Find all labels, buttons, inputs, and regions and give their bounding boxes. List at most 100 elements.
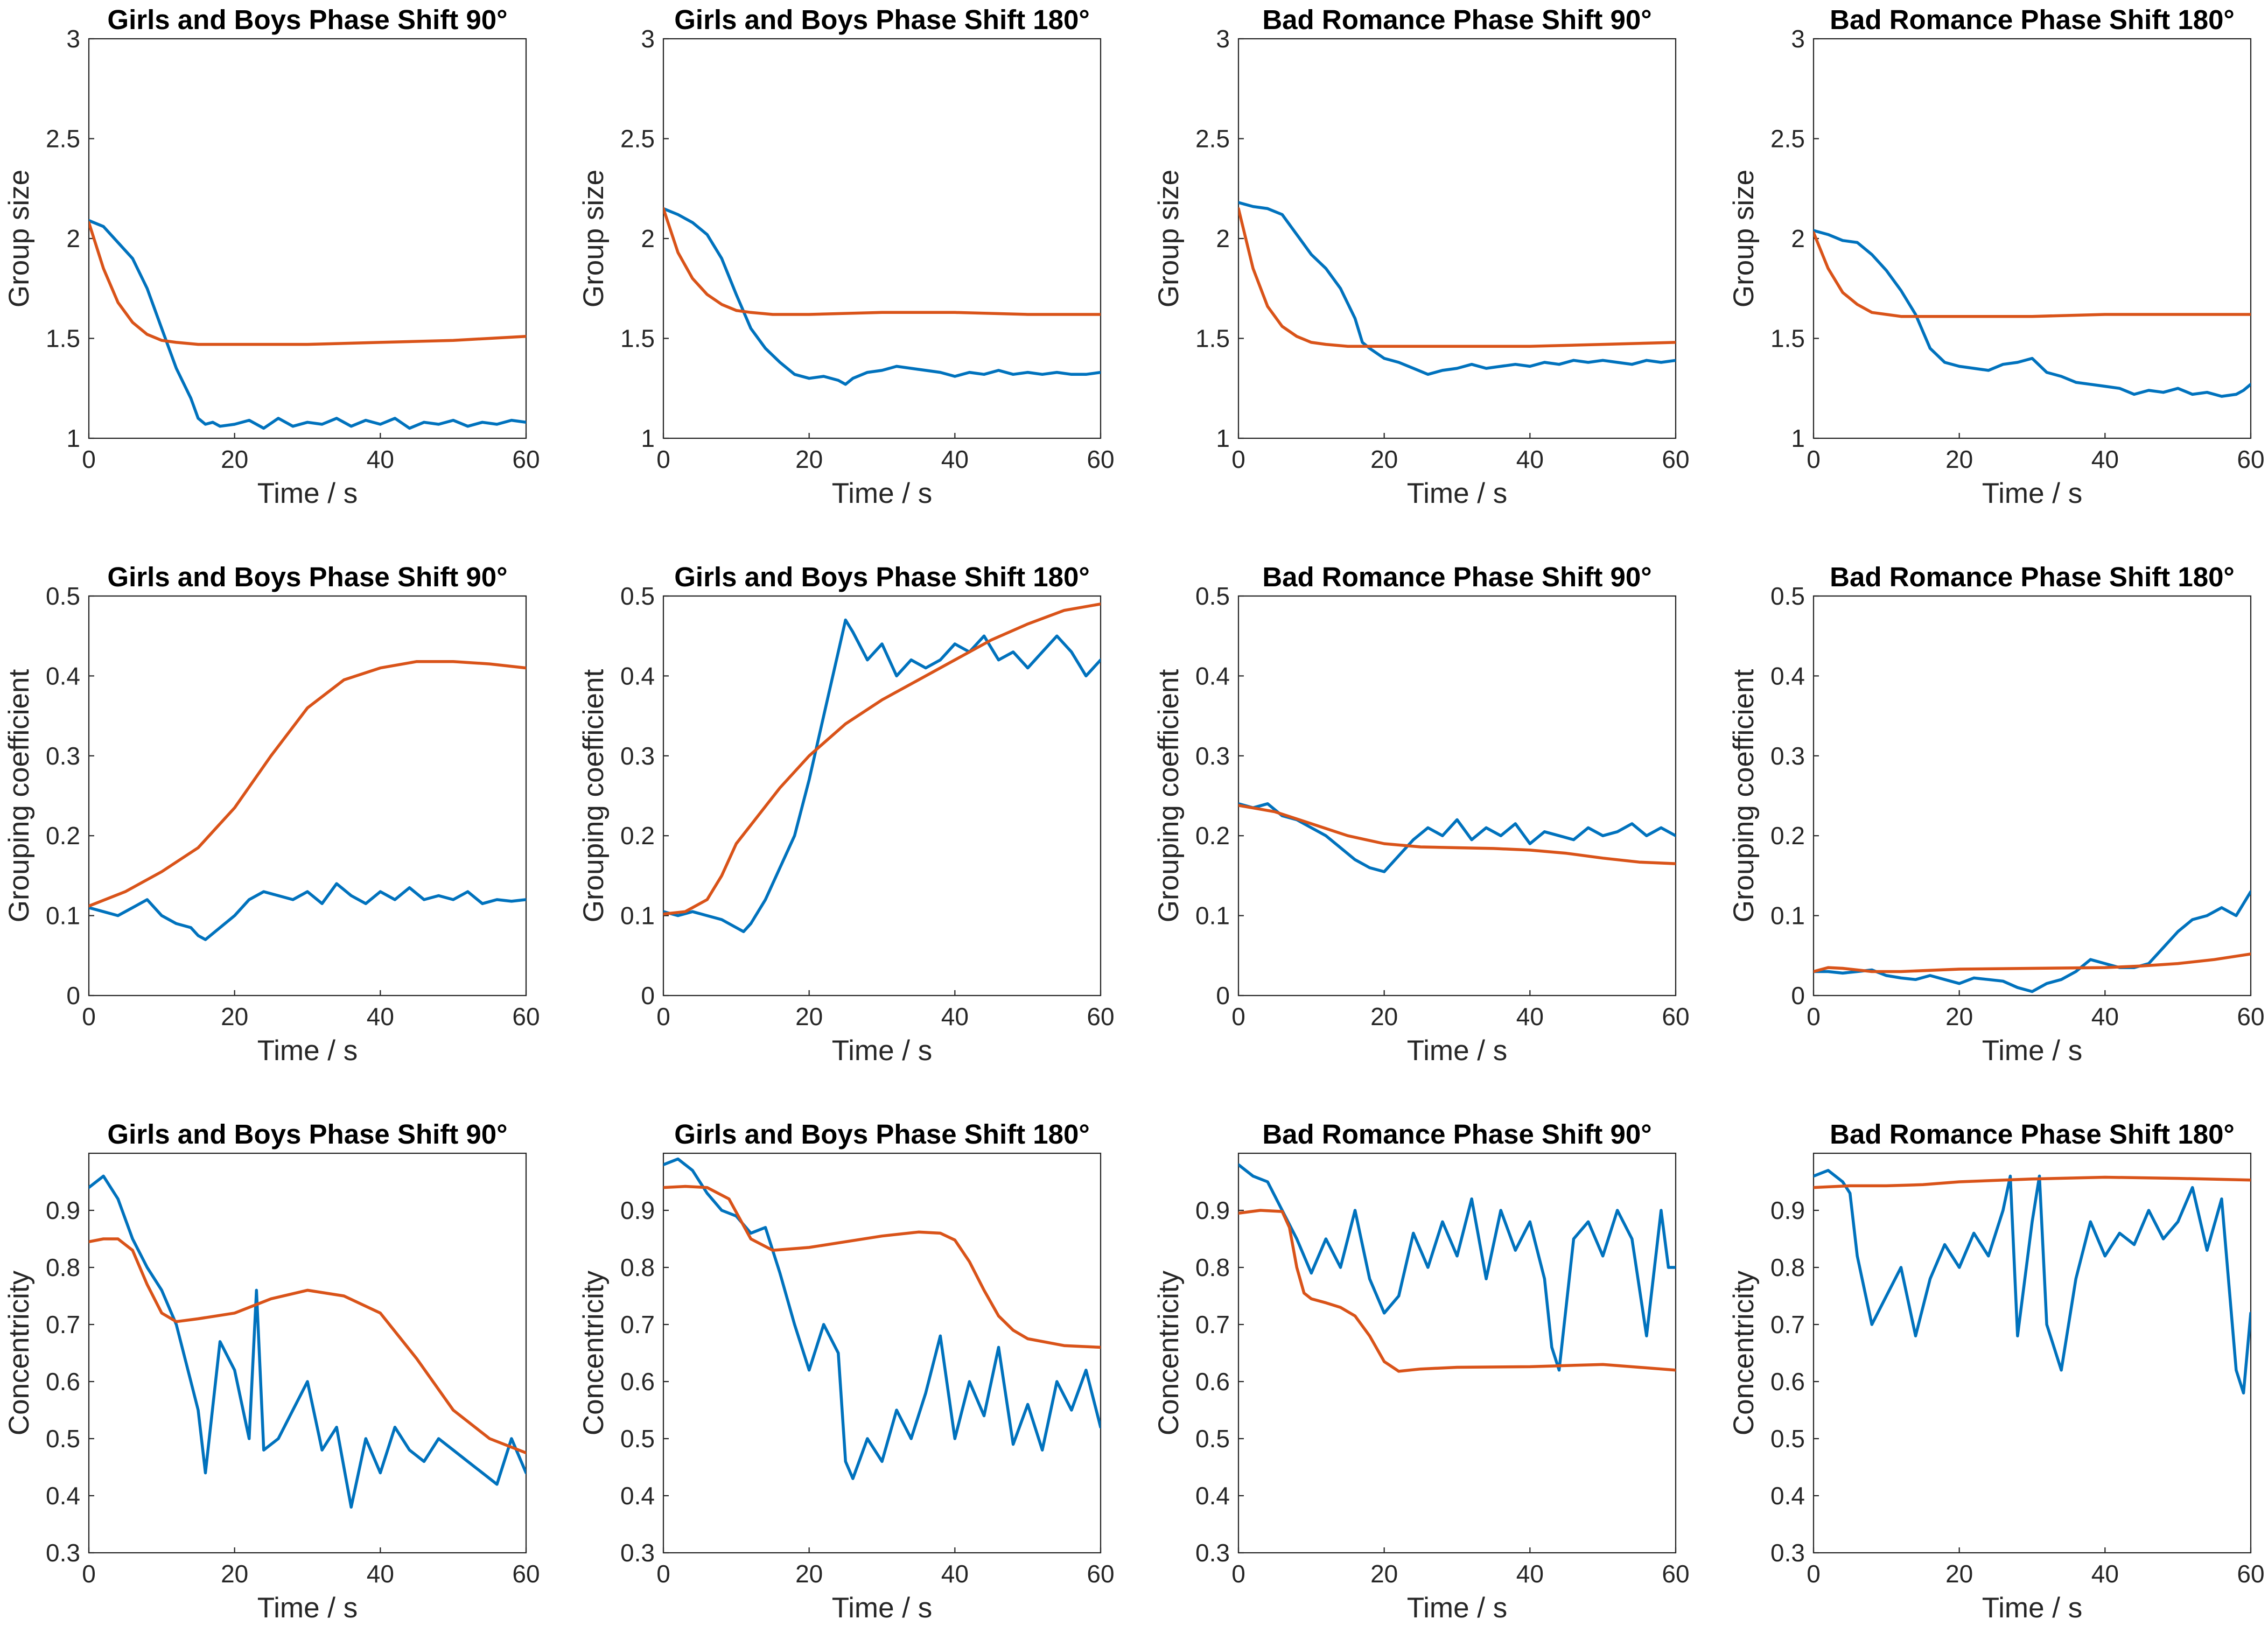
observed-series-line [1814, 890, 2251, 993]
chart-title: Girls and Boys Phase Shift 180° [674, 4, 1090, 35]
y-tick-label: 2 [1216, 225, 1230, 253]
y-tick-label: 1 [66, 424, 80, 452]
y-tick-label: 0.5 [620, 582, 655, 610]
y-tick-label: 1.5 [1195, 325, 1230, 353]
x-tick-label: 60 [512, 1003, 540, 1031]
y-tick-label: 0 [1216, 982, 1230, 1010]
chart-title: Bad Romance Phase Shift 180° [1830, 562, 2235, 592]
chart-title: Bad Romance Phase Shift 180° [1830, 1119, 2235, 1150]
x-tick-label: 40 [1516, 445, 1544, 473]
x-axis-label: Time / s [1407, 1592, 1507, 1624]
x-tick-label: 40 [941, 445, 969, 473]
y-tick-label: 0.4 [620, 1482, 655, 1510]
y-tick-label: 1.5 [620, 325, 655, 353]
x-tick-label: 20 [795, 1560, 823, 1588]
y-tick-label: 0 [66, 982, 80, 1010]
observed-series-line [1814, 229, 2251, 398]
x-tick-label: 20 [795, 1003, 823, 1031]
y-tick-label: 3 [1791, 25, 1805, 53]
y-tick-label: 0.7 [1770, 1310, 1805, 1338]
x-tick-label: 0 [82, 445, 96, 473]
plot-area [662, 38, 1102, 439]
y-tick-label: 0.2 [46, 822, 80, 850]
plot-area [88, 595, 527, 997]
x-tick-label: 40 [1516, 1003, 1544, 1031]
y-tick-label: 0.4 [620, 662, 655, 690]
y-axis-label: Concentricity [1153, 1270, 1185, 1435]
x-tick-label: 20 [1370, 1003, 1398, 1031]
x-tick-label: 40 [367, 445, 394, 473]
x-tick-label: 60 [1662, 1003, 1689, 1031]
observed-series-line [1238, 201, 1676, 376]
y-tick-label: 0.5 [1770, 1425, 1805, 1453]
y-tick-label: 2 [641, 225, 655, 253]
x-axis-label: Time / s [1982, 1035, 2082, 1067]
y-tick-label: 0.5 [1195, 1425, 1230, 1453]
y-tick-label: 0.4 [1195, 662, 1230, 690]
y-tick-label: 0.5 [620, 1425, 655, 1453]
x-tick-label: 20 [1945, 445, 1973, 473]
x-tick-label: 60 [512, 1560, 540, 1588]
x-tick-label: 0 [1231, 445, 1245, 473]
y-tick-label: 2 [66, 225, 80, 253]
y-tick-label: 0.4 [46, 1482, 80, 1510]
x-tick-label: 60 [512, 445, 540, 473]
subplot-7: 0 20 40 60 0 0.1 0.2 0.3 0.4 0.5 Bad Romance Phase… [1153, 562, 1690, 1067]
y-tick-label: 2.5 [1195, 125, 1230, 153]
model-series-line [1814, 952, 2251, 973]
subplot-2: 0 20 40 60 1 1.5 2 2.5 3 Girls and Boys Phase Shi… [578, 4, 1115, 509]
model-series-line [1814, 1175, 2251, 1189]
chart-title: Bad Romance Phase Shift 90° [1262, 4, 1651, 35]
model-series-line [1238, 207, 1676, 348]
y-tick-label: 1 [1216, 424, 1230, 452]
x-tick-label: 60 [1087, 445, 1114, 473]
subplot-6: 0 20 40 60 0 0.1 0.2 0.3 0.4 0.5 Girls and Boys Ph… [578, 562, 1115, 1067]
y-tick-label: 0.6 [1770, 1368, 1805, 1396]
x-axis-label: Time / s [257, 1592, 358, 1624]
y-tick-label: 0.3 [620, 742, 655, 770]
x-tick-label: 0 [656, 445, 670, 473]
plot-area [1812, 595, 2252, 997]
x-tick-label: 60 [2237, 1560, 2264, 1588]
x-axis-label: Time / s [832, 1035, 932, 1067]
x-tick-label: 20 [221, 1003, 248, 1031]
x-tick-label: 20 [1370, 445, 1398, 473]
chart-title: Girls and Boys Phase Shift 90° [107, 4, 507, 35]
x-tick-label: 0 [656, 1560, 670, 1588]
y-tick-label: 0.2 [1770, 822, 1805, 850]
model-series-line [663, 207, 1101, 316]
model-series-line [89, 660, 526, 908]
y-tick-label: 0.3 [620, 1539, 655, 1567]
y-tick-label: 0.3 [1195, 1539, 1230, 1567]
y-tick-label: 0.8 [620, 1253, 655, 1281]
y-tick-label: 0.8 [1770, 1253, 1805, 1281]
y-tick-label: 0 [641, 982, 655, 1010]
y-axis-label: Grouping coefficient [1728, 669, 1760, 923]
y-axis-label: Grouping coefficient [3, 669, 35, 923]
y-tick-label: 0.1 [1770, 902, 1805, 930]
observed-series-line [663, 618, 1101, 934]
y-axis-label: Group size [3, 170, 35, 307]
chart-title: Girls and Boys Phase Shift 90° [107, 1119, 507, 1150]
x-axis-label: Time / s [1407, 478, 1507, 509]
observed-series-line [89, 1174, 526, 1509]
x-axis-label: Time / s [257, 478, 358, 509]
x-tick-label: 0 [1231, 1003, 1245, 1031]
model-series-line [89, 221, 526, 346]
y-tick-label: 1 [641, 424, 655, 452]
x-tick-label: 0 [1807, 1560, 1821, 1588]
subplot-11: 0 20 40 60 0.3 0.4 0.5 0.6 0.7 0.8 0.9 Bad Romance … [1153, 1119, 1690, 1624]
subplot-1: 0 20 40 60 1 1.5 2 2.5 3 Girls and Boys Phase Shi… [3, 4, 540, 509]
x-tick-label: 20 [1370, 1560, 1398, 1588]
plot-area [88, 38, 527, 439]
y-tick-label: 0.9 [620, 1196, 655, 1224]
y-tick-label: 0.2 [1195, 822, 1230, 850]
y-tick-label: 0.8 [1195, 1253, 1230, 1281]
y-tick-label: 0.3 [46, 1539, 80, 1567]
x-tick-label: 40 [367, 1003, 394, 1031]
x-tick-label: 40 [941, 1560, 969, 1588]
y-tick-label: 0.3 [1770, 742, 1805, 770]
observed-series-line [663, 207, 1101, 386]
y-axis-label: Group size [578, 170, 610, 307]
y-tick-label: 0.1 [620, 902, 655, 930]
